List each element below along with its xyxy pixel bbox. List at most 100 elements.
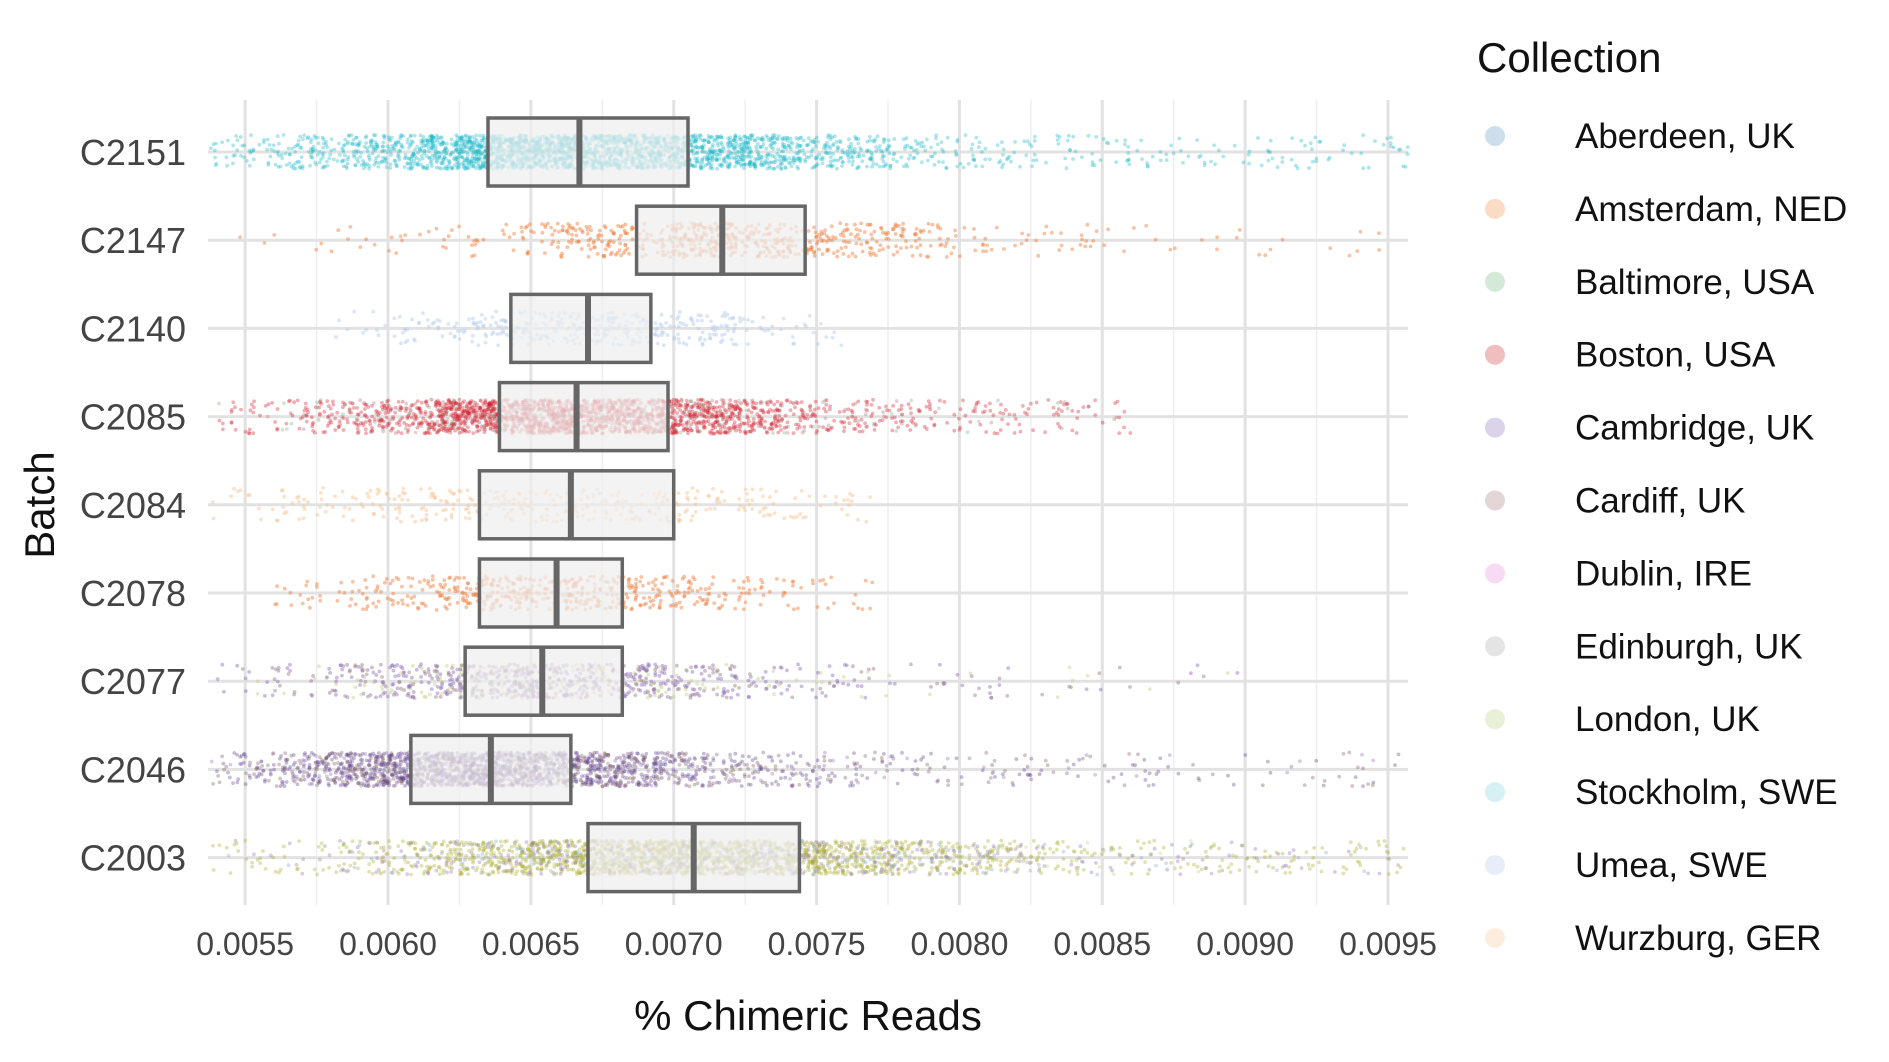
data-point xyxy=(1215,247,1219,252)
data-point xyxy=(318,411,322,416)
data-point xyxy=(1215,235,1219,240)
data-point xyxy=(771,146,775,151)
data-point xyxy=(1289,157,1294,162)
data-point xyxy=(665,333,670,337)
data-point xyxy=(958,161,963,166)
data-point xyxy=(725,164,730,169)
data-point xyxy=(776,430,781,435)
data-point xyxy=(449,142,454,146)
data-point xyxy=(377,161,382,165)
data-point xyxy=(438,136,443,141)
data-point xyxy=(504,222,509,227)
data-point xyxy=(1381,142,1386,147)
data-point xyxy=(878,243,883,248)
data-point xyxy=(905,143,910,148)
data-point xyxy=(630,226,635,231)
data-point xyxy=(909,244,914,249)
data-point xyxy=(920,160,924,165)
data-point xyxy=(362,144,367,149)
data-point xyxy=(884,147,889,152)
data-point xyxy=(345,157,350,162)
data-point xyxy=(923,148,928,153)
data-point xyxy=(906,402,911,407)
data-point xyxy=(905,423,910,428)
data-point xyxy=(252,399,256,404)
data-point xyxy=(618,241,622,246)
data-point xyxy=(1005,157,1009,162)
data-point xyxy=(729,152,734,156)
data-point xyxy=(439,142,444,147)
data-point xyxy=(732,420,737,425)
data-point xyxy=(410,317,415,322)
data-point xyxy=(329,148,334,153)
data-point xyxy=(579,247,584,251)
data-point xyxy=(659,330,664,334)
data-point xyxy=(358,155,362,159)
data-point xyxy=(753,157,758,161)
data-point xyxy=(501,318,506,322)
data-point xyxy=(802,152,807,157)
data-point xyxy=(745,154,750,159)
data-point xyxy=(794,324,799,329)
data-point xyxy=(1140,157,1144,162)
data-point xyxy=(761,142,766,147)
data-point xyxy=(1359,151,1364,156)
data-point xyxy=(825,151,830,156)
data-point xyxy=(347,133,351,138)
data-point xyxy=(901,137,906,142)
data-point xyxy=(709,164,714,169)
data-point xyxy=(824,402,829,407)
data-point xyxy=(229,408,234,412)
data-point xyxy=(623,242,628,247)
data-point xyxy=(664,321,668,325)
data-point xyxy=(742,144,747,149)
data-point xyxy=(1173,246,1177,251)
data-point xyxy=(1091,239,1096,243)
data-point xyxy=(806,229,811,233)
data-point xyxy=(924,137,929,142)
data-point xyxy=(746,318,750,322)
data-point xyxy=(394,164,399,169)
data-point xyxy=(335,159,340,163)
data-point xyxy=(765,152,770,157)
data-point xyxy=(659,312,664,317)
data-point xyxy=(1232,143,1237,148)
data-point xyxy=(1102,243,1107,248)
data-point xyxy=(963,133,968,138)
data-point xyxy=(1030,164,1034,169)
data-point xyxy=(437,166,441,170)
data-point xyxy=(703,337,707,342)
data-point xyxy=(343,142,347,147)
data-point xyxy=(908,406,913,410)
data-point xyxy=(566,222,571,226)
data-point xyxy=(734,139,738,144)
data-point xyxy=(1027,142,1032,147)
data-point xyxy=(355,417,359,422)
data-point xyxy=(565,228,570,233)
data-point xyxy=(915,151,920,156)
data-point xyxy=(927,230,932,234)
data-point xyxy=(1046,398,1051,402)
data-point xyxy=(417,320,421,325)
data-point xyxy=(832,418,836,423)
data-point xyxy=(372,162,377,167)
data-point xyxy=(705,314,709,318)
data-point xyxy=(737,316,742,320)
data-point xyxy=(1247,149,1252,154)
data-point xyxy=(846,254,851,259)
data-point xyxy=(832,330,836,335)
data-point xyxy=(776,147,781,152)
data-point xyxy=(691,164,696,169)
data-point xyxy=(473,149,477,154)
data-point xyxy=(1074,431,1079,435)
data-point xyxy=(839,246,844,251)
data-point xyxy=(678,415,683,419)
data-point xyxy=(486,423,491,427)
data-point xyxy=(370,151,375,156)
data-point xyxy=(440,334,445,339)
data-point xyxy=(1057,248,1062,253)
data-point xyxy=(926,158,930,163)
data-point xyxy=(1164,152,1169,157)
data-point xyxy=(1034,238,1038,243)
data-point xyxy=(345,327,350,332)
